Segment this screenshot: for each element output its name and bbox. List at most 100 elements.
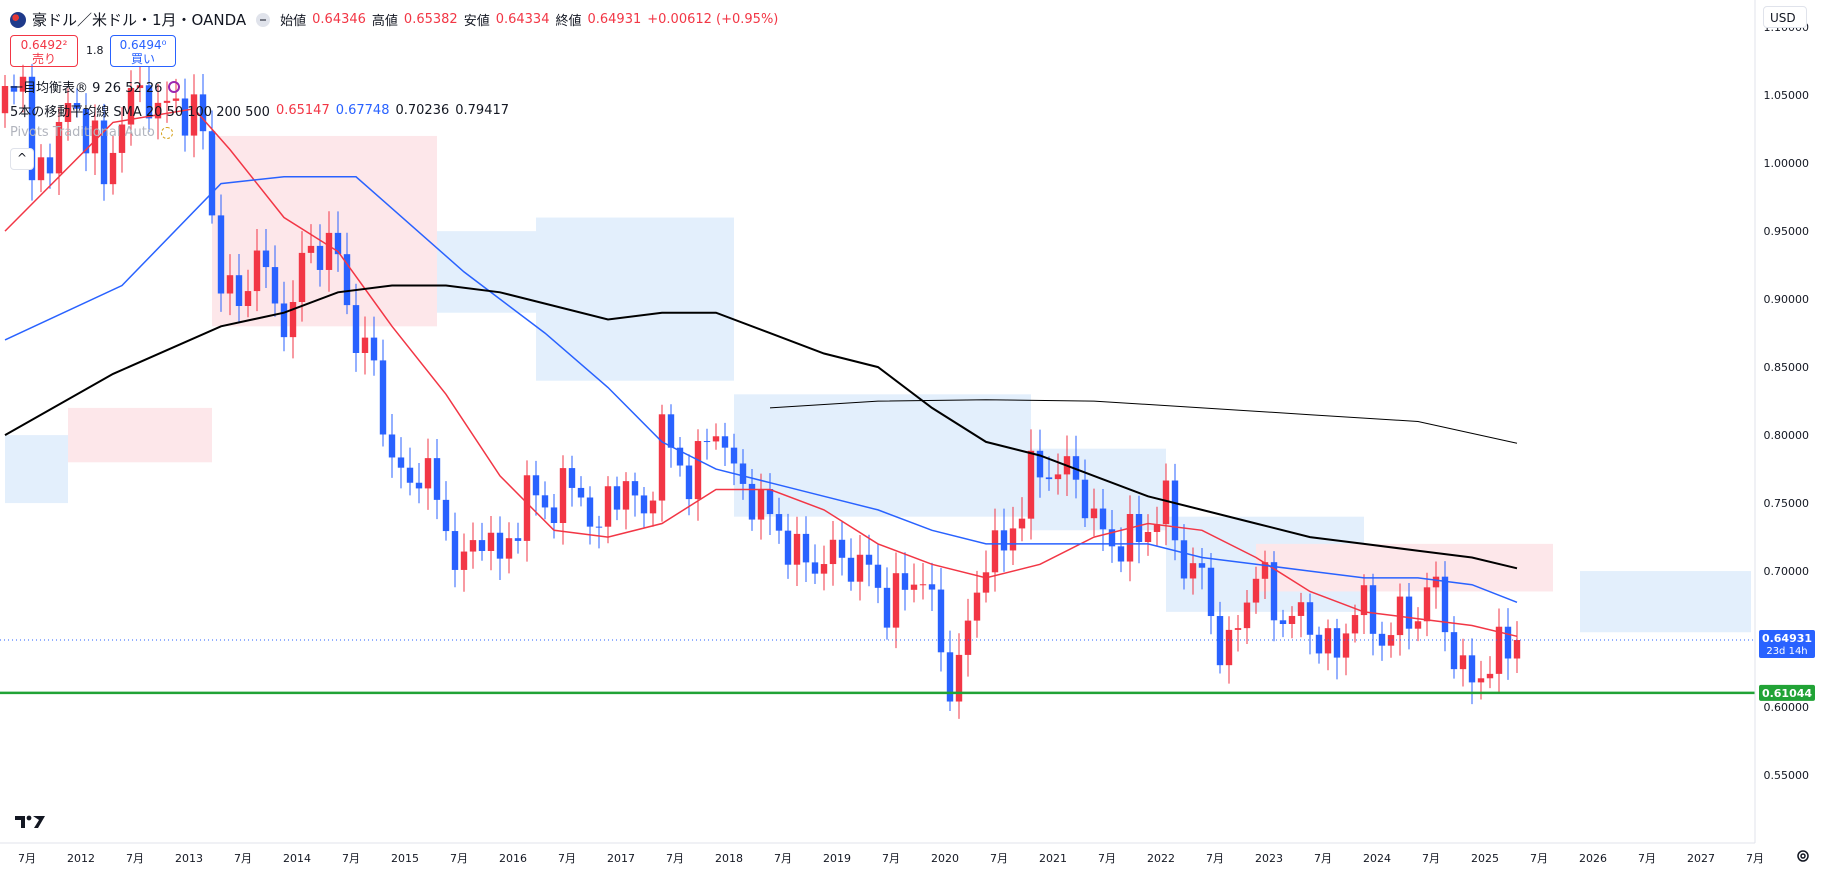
candle-body [1162,480,1170,525]
x-tick-label: 2019 [823,852,851,865]
collapse-legend-button[interactable]: ^ [10,148,34,170]
candle-body [586,497,594,527]
candle-body [1144,531,1152,543]
candle-body [1225,629,1233,666]
candle-body [1198,563,1206,568]
candle-body [676,447,684,466]
candle-body [19,76,27,92]
candle-body [424,458,432,489]
candle-body [1297,602,1305,616]
x-tick-label: 7月 [1530,852,1548,865]
candle-body [307,245,315,253]
candle-body [568,468,576,488]
pivot-legend[interactable]: Pivots Traditional Auto [10,125,173,140]
sell-price: 0.6492² [20,38,68,52]
candle-body [946,652,954,702]
x-tick-label: 7月 [234,852,252,865]
tradingview-logo-icon[interactable] [14,812,46,832]
candle-body [928,584,936,590]
sell-button[interactable]: 0.6492² 売り [10,35,78,67]
support-label: 0.61044 [1762,687,1812,700]
candle-body [388,434,396,458]
candle-body [505,538,513,559]
candle-body [838,539,846,558]
candle-body [1207,567,1215,617]
y-tick-label: 1.05000 [1764,89,1810,102]
x-tick-label: 7月 [1422,852,1440,865]
pivot-label: Pivots Traditional Auto [10,125,155,140]
candle-body [883,587,891,628]
candle-body [658,414,666,501]
candle-body [316,245,324,270]
candle-body [46,157,54,174]
symbol-flag-icon [10,11,26,28]
candle-body [298,252,306,302]
candle-body [478,540,486,551]
candle-body [1153,524,1161,532]
candle-body [892,573,900,628]
candle-body [1099,508,1107,530]
symbol-title[interactable]: 豪ドル／米ドル・1月・OANDA [32,11,247,29]
candle-body [847,557,855,582]
ichimoku-legend[interactable]: 一目均衡表® 9 26 52 26 [10,77,181,96]
kumo-cloud [734,394,1031,517]
candle-body [1189,563,1197,579]
candle-body [262,250,270,268]
x-tick-label: 2023 [1255,852,1283,865]
candle-body [82,108,90,154]
candle-body [829,539,837,565]
candle-body [991,530,999,573]
candle-body [1216,616,1224,666]
ma-legend[interactable]: 5本の移動平均線 SMA 20 50 100 200 500 0.65147 0… [10,101,509,120]
candle-body [352,305,360,353]
open-value: 0.64346 [312,12,366,27]
x-tick-label: 2014 [283,852,311,865]
candle-body [541,495,549,508]
candle-body [640,495,648,514]
candle-body [1324,628,1332,654]
low-value: 0.64334 [495,12,550,27]
x-tick-label: 2026 [1579,852,1607,865]
x-tick-label: 7月 [126,852,144,865]
x-tick-label: 2021 [1039,852,1067,865]
x-tick-label: 2022 [1147,852,1175,865]
candle-body [1252,578,1260,603]
candle-body [487,532,495,551]
kumo-cloud [437,231,536,313]
kumo-cloud [68,407,212,463]
candle-body [595,526,603,528]
candle-body [1270,562,1278,621]
buy-button[interactable]: 0.6494⁰ 買い [110,35,176,67]
candle-body [649,500,657,514]
candle-body [973,592,981,621]
refresh-icon[interactable] [168,80,181,93]
candle-body [1135,514,1143,543]
ma100-value: 0.70236 [395,103,450,118]
candle-body [604,486,612,527]
candle-body [910,584,918,590]
candle-body [577,487,585,498]
candle-body [10,86,18,92]
settings-gear-icon[interactable] [1795,848,1811,864]
candle-body [1036,450,1044,478]
candle-body [235,275,243,307]
time-axis [0,843,1821,872]
candle-body [460,551,468,570]
currency-button[interactable]: USD [1763,6,1807,28]
candle-body [901,573,909,590]
x-tick-label: 2024 [1363,852,1391,865]
countdown-label: 23d 14h [1766,646,1807,657]
candle-body [1342,633,1350,658]
candle-body [271,267,279,304]
buy-label: 買い [130,52,155,66]
y-tick-label: 0.90000 [1764,293,1810,306]
candle-body [136,85,144,89]
candle-body [1027,450,1035,519]
candle-body [739,463,747,484]
candle-body [622,481,630,510]
market-status-icon[interactable] [256,12,271,27]
ma20-line [4,107,1518,638]
x-tick-label: 2027 [1687,852,1715,865]
candle-body [730,447,738,464]
